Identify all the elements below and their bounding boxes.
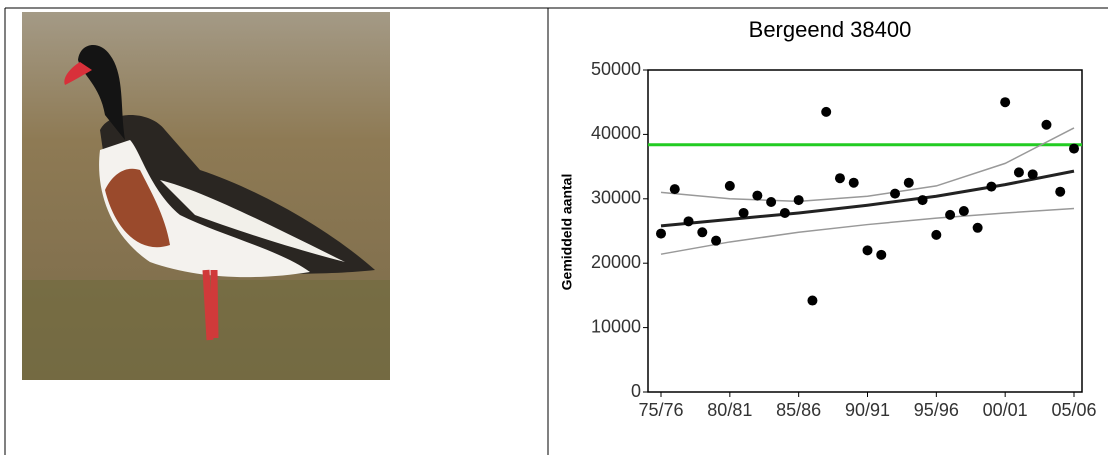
- point: [766, 197, 776, 207]
- y-tick-label: 50000: [591, 59, 641, 79]
- point: [780, 208, 790, 218]
- point: [670, 184, 680, 194]
- point: [1028, 169, 1038, 179]
- x-tick-label: 90/91: [845, 400, 890, 420]
- point: [973, 223, 983, 233]
- point: [807, 296, 817, 306]
- point: [1000, 97, 1010, 107]
- y-tick-label: 40000: [591, 123, 641, 143]
- x-tick-label: 80/81: [707, 400, 752, 420]
- y-axis-label: Gemiddeld aantal: [559, 174, 575, 291]
- chart-title: Bergeend 38400: [749, 17, 912, 42]
- plot-frame: [648, 70, 1082, 392]
- page: Bergeend 38400 Gemiddeld aantal 0 10000 20…: [0, 0, 1108, 460]
- document: Bergeend 38400 Gemiddeld aantal 0 10000 20…: [0, 0, 1108, 455]
- x-tick-label: 95/96: [914, 400, 959, 420]
- point: [959, 206, 969, 216]
- y-tick-label: 30000: [591, 188, 641, 208]
- point: [849, 178, 859, 188]
- point: [876, 250, 886, 260]
- point: [794, 195, 804, 205]
- y-tick-label: 10000: [591, 316, 641, 336]
- point: [918, 195, 928, 205]
- y-tick-label: 20000: [591, 252, 641, 272]
- point: [863, 245, 873, 255]
- point: [931, 230, 941, 240]
- point: [904, 178, 914, 188]
- point: [821, 107, 831, 117]
- x-tick-label: 05/06: [1051, 400, 1096, 420]
- point: [1069, 144, 1079, 154]
- x-tick-label: 75/76: [638, 400, 683, 420]
- point: [684, 216, 694, 226]
- point: [1041, 120, 1051, 130]
- point: [1014, 167, 1024, 177]
- x-tick-label: 00/01: [983, 400, 1028, 420]
- point: [697, 227, 707, 237]
- trend-line: [661, 128, 1074, 201]
- point: [945, 210, 955, 220]
- point: [890, 189, 900, 199]
- point: [725, 181, 735, 191]
- point: [1055, 187, 1065, 197]
- point: [656, 229, 666, 239]
- x-tick-label: 85/86: [776, 400, 821, 420]
- duck-photo: [22, 12, 390, 380]
- point: [752, 191, 762, 201]
- point: [711, 236, 721, 246]
- y-tick-label: 0: [631, 381, 641, 401]
- point: [739, 208, 749, 218]
- point: [835, 173, 845, 183]
- point: [986, 182, 996, 192]
